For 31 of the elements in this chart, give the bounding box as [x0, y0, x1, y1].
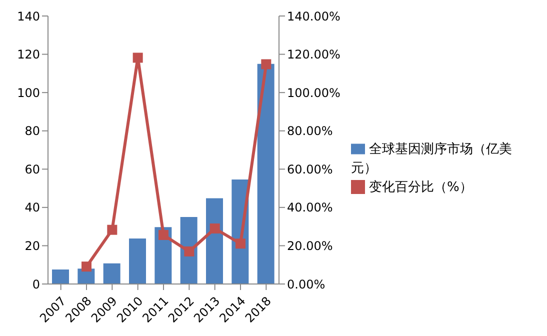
- y-tick-label: 100: [17, 86, 40, 100]
- y2-tick-label: 0.00%: [287, 277, 326, 292]
- bar: [103, 263, 120, 284]
- bar: [52, 269, 69, 284]
- point: [82, 262, 92, 272]
- y-tick-label: 120: [17, 48, 40, 62]
- y2-tick-label: 80.00%: [287, 124, 333, 138]
- point: [107, 224, 118, 235]
- y-tick-label: 80: [24, 124, 40, 138]
- y2-tick-label: 120.00%: [287, 48, 340, 62]
- y-tick-label: 20: [24, 238, 40, 253]
- y-tick-label: 40: [24, 200, 40, 215]
- point: [184, 246, 194, 256]
- bar: [257, 64, 274, 284]
- bar: [206, 198, 223, 284]
- y2-tick-label: 140.00%: [287, 9, 340, 24]
- y2-tick-label: 100.00%: [287, 86, 340, 100]
- y2-tick-label: 40.00%: [287, 200, 333, 215]
- y2-tick-label: 60.00%: [287, 162, 333, 176]
- point: [261, 59, 272, 70]
- point: [132, 52, 143, 63]
- y-tick-label: 140: [17, 9, 40, 24]
- y-tick-label: 0: [32, 277, 40, 292]
- bar: [129, 238, 146, 284]
- y2-tick-label: 20.00%: [287, 238, 333, 253]
- legend-label: 全球基因测序市场（亿美元）: [351, 142, 512, 176]
- point: [210, 223, 220, 234]
- legend-label: 变化百分比（%）: [369, 180, 472, 194]
- y-tick-label: 60: [24, 162, 40, 176]
- point: [236, 238, 246, 249]
- point: [158, 230, 168, 240]
